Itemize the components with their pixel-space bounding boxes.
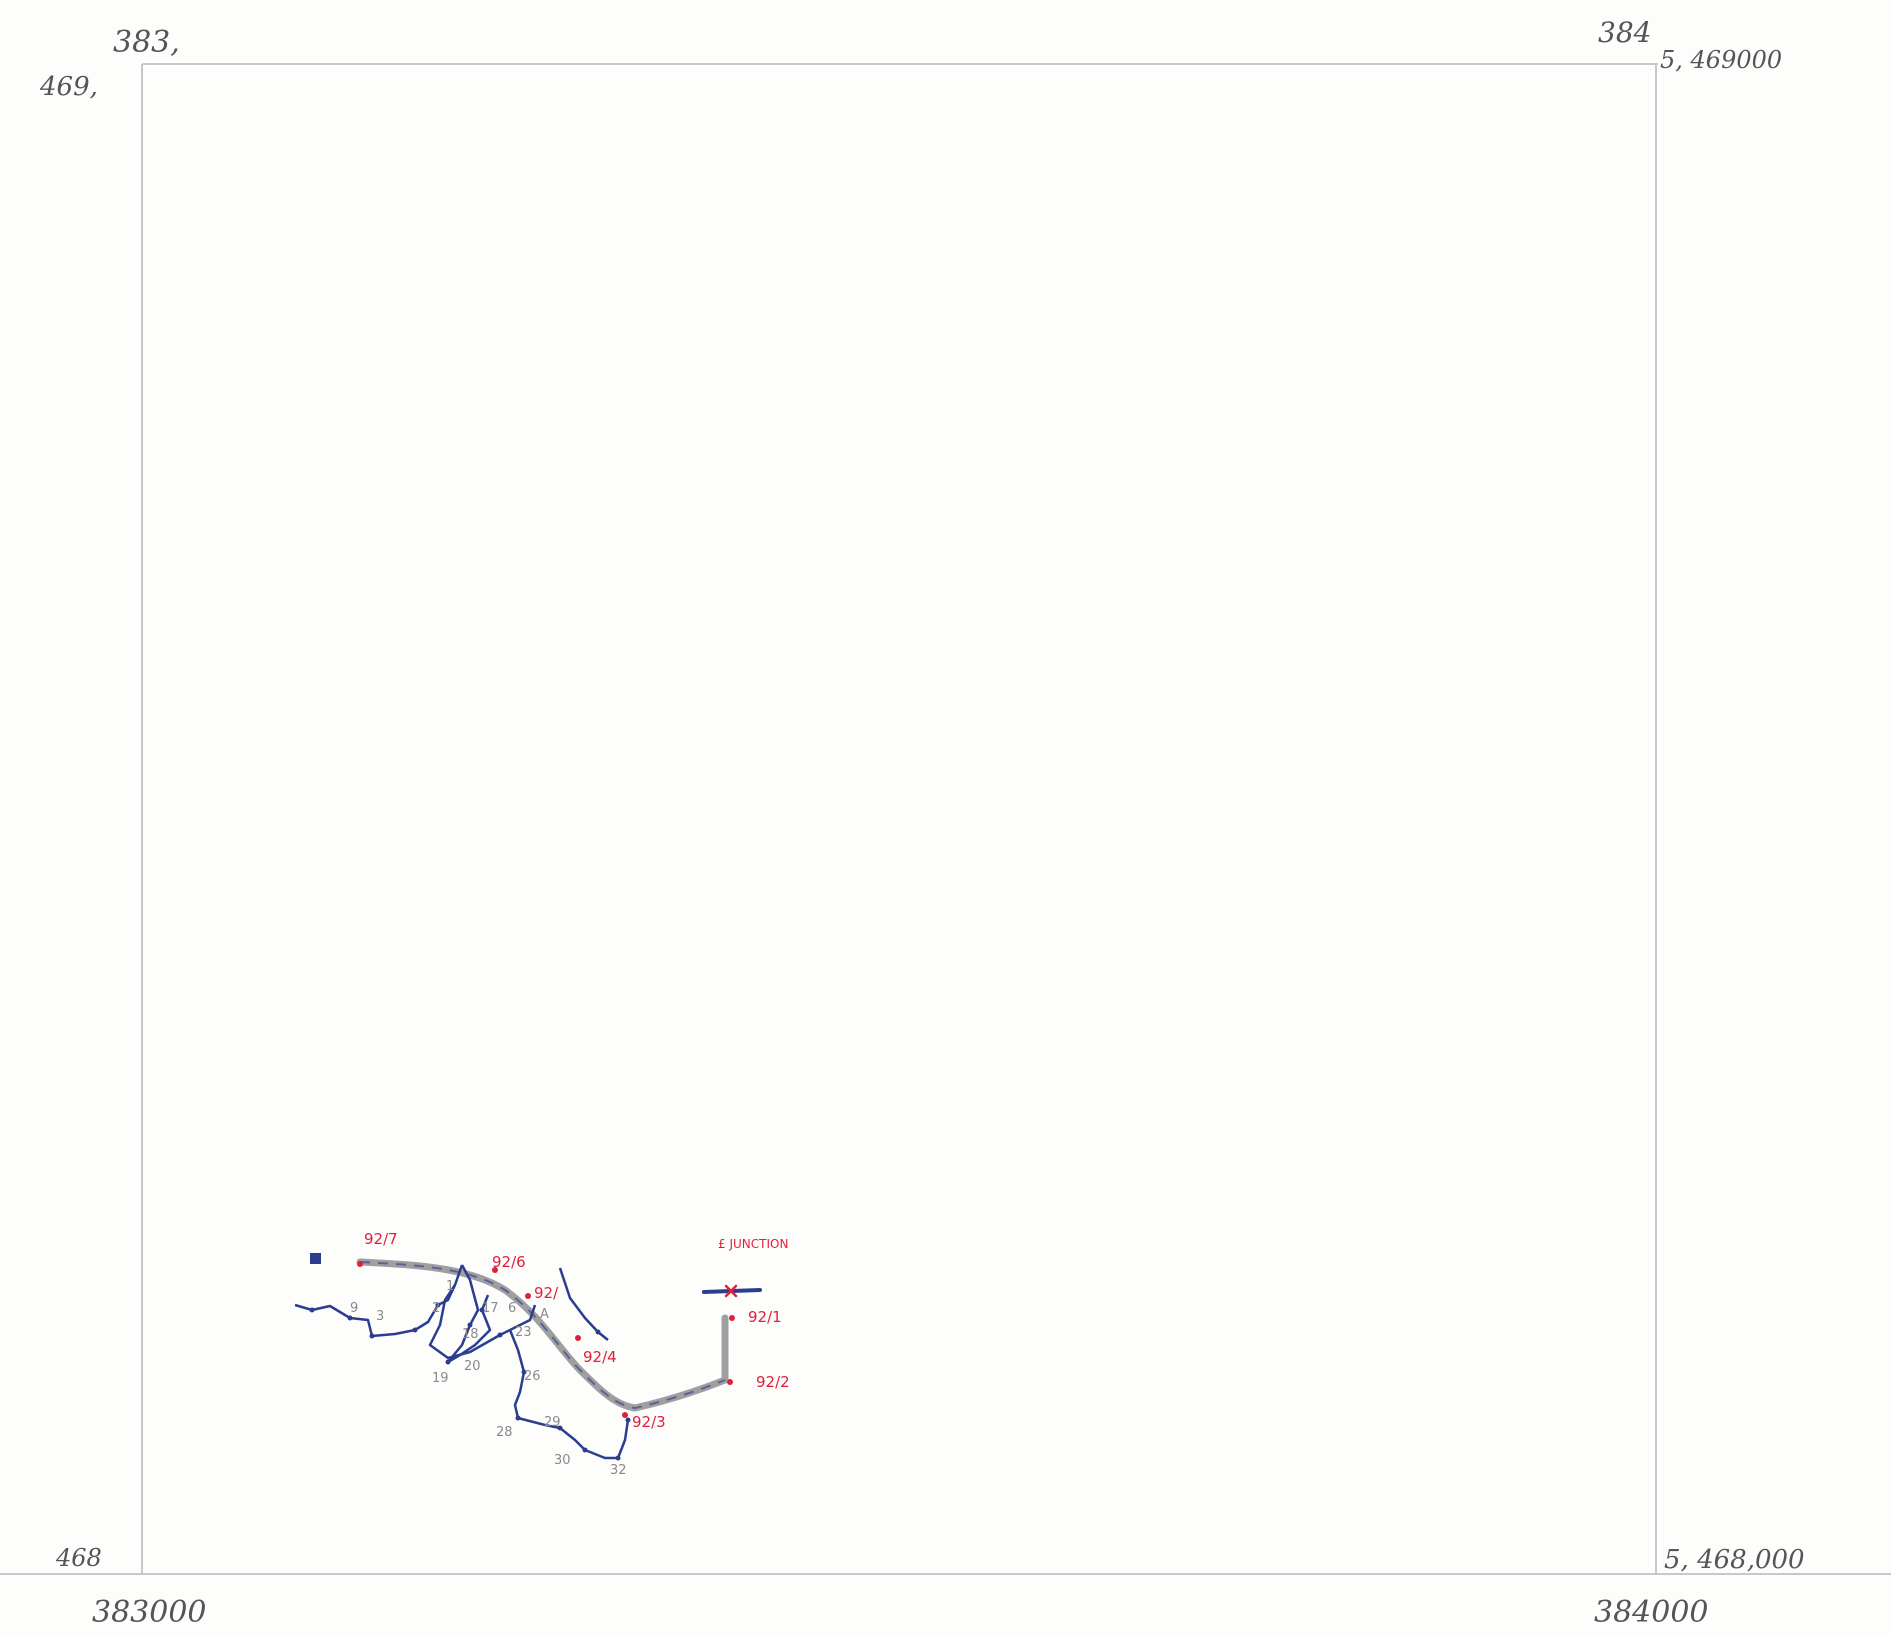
site-label-92-5: 92/	[534, 1284, 559, 1302]
bottom-left-northing: 468	[55, 1544, 102, 1572]
junction-cross	[702, 1284, 762, 1298]
point-label-26: 26	[524, 1369, 541, 1384]
point-label-28: 28	[496, 1425, 513, 1440]
site-marker-west	[310, 1253, 321, 1264]
top-left-northing: 469,	[39, 72, 98, 102]
point-label-17: 17	[482, 1301, 499, 1316]
junction-label: £ JUNCTION	[718, 1237, 788, 1251]
traverse-west	[294, 1264, 464, 1338]
top-right-northing: 5, 469000	[1660, 46, 1782, 74]
point-label-30: 30	[554, 1453, 571, 1468]
site-points	[357, 1261, 735, 1418]
point-label-18: 18	[462, 1327, 479, 1342]
site-label-92-4: 92/4	[583, 1348, 617, 1366]
top-right-easting: 384	[1598, 16, 1651, 49]
point-label-23: 23	[515, 1325, 532, 1340]
point-label-9: 9	[350, 1301, 358, 1316]
site-label-92-3: 92/3	[632, 1413, 666, 1431]
point-label-32: 32	[610, 1463, 627, 1478]
site-label-92-6: 92/6	[492, 1253, 526, 1271]
point-label-29: 29	[544, 1415, 561, 1430]
traverse-network	[294, 1264, 630, 1460]
point-label-1: 1	[446, 1279, 454, 1294]
bottom-right-northing: 5, 468,000	[1664, 1545, 1805, 1575]
survey-stations	[309, 1302, 631, 1461]
bottom-left-easting: 383000	[92, 1595, 207, 1630]
point-label-20: 20	[464, 1359, 481, 1374]
grid-frame	[0, 63, 1891, 1575]
site-label-92-7: 92/7	[364, 1230, 398, 1248]
top-left-easting: 383,	[113, 25, 180, 60]
point-label-A: A	[540, 1307, 549, 1322]
point-label-3: 3	[376, 1309, 384, 1324]
point-label-19: 19	[432, 1371, 449, 1386]
site-label-92-2: 92/2	[756, 1373, 790, 1391]
traverse-loop-south	[428, 1284, 537, 1360]
point-label-6: 6	[508, 1301, 516, 1316]
bottom-right-easting: 384000	[1594, 1595, 1709, 1630]
highway-dash-overlay	[359, 1261, 726, 1410]
point-label-2: 2	[432, 1301, 440, 1316]
site-label-92-1: 92/1	[748, 1308, 782, 1326]
traverse-spur	[558, 1267, 609, 1341]
